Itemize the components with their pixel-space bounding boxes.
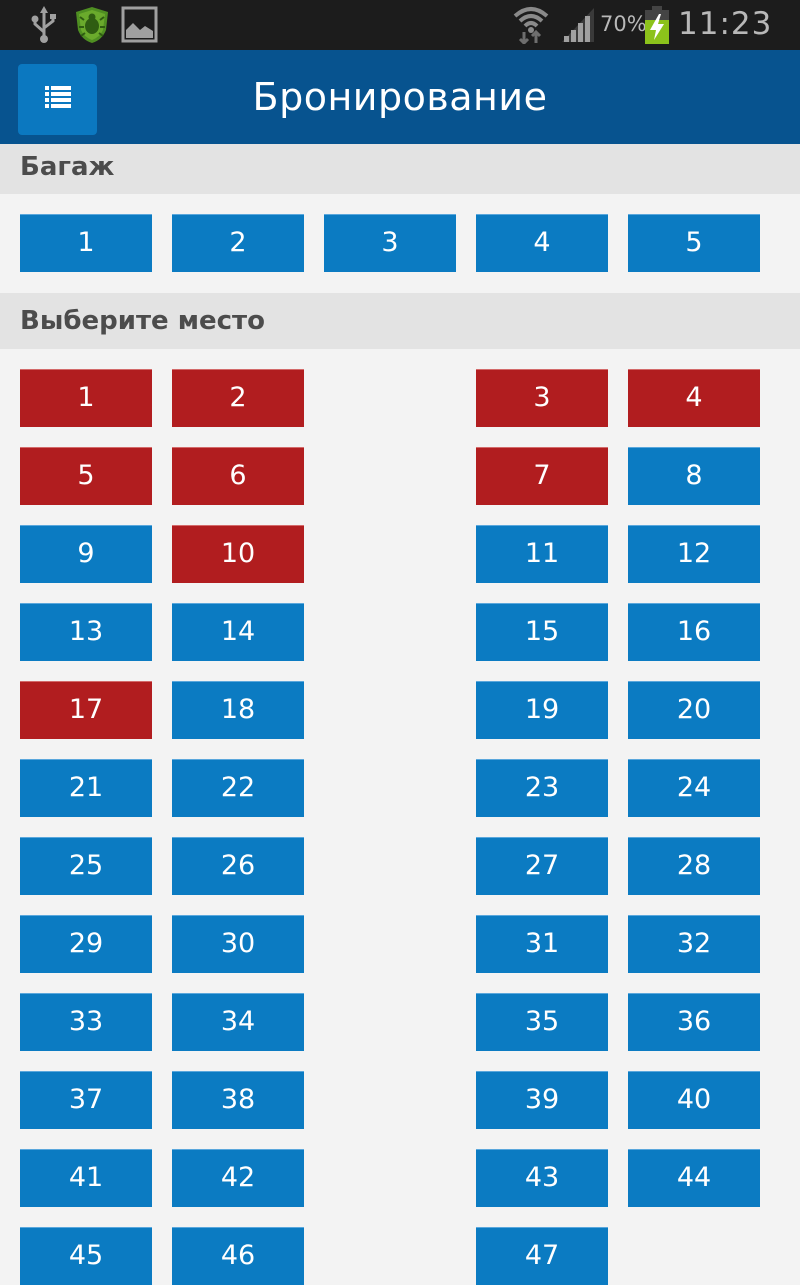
seat-19-available[interactable]: 19 [476,681,608,739]
antivirus-shield-icon [74,6,110,49]
seat-46-available[interactable]: 46 [172,1227,304,1285]
signal-icon [562,8,596,47]
seat-35-available[interactable]: 35 [476,993,608,1051]
seat-22-available[interactable]: 22 [172,759,304,817]
seat-section-title: Выберите место [20,306,265,336]
seat-1-occupied[interactable]: 1 [20,369,152,427]
baggage-option-5[interactable]: 5 [628,214,760,272]
seat-30-available[interactable]: 30 [172,915,304,973]
baggage-option-4[interactable]: 4 [476,214,608,272]
seat-40-available[interactable]: 40 [628,1071,760,1129]
seat-6-occupied[interactable]: 6 [172,447,304,505]
gallery-image-icon [121,6,159,49]
seat-41-available[interactable]: 41 [20,1149,152,1207]
seat-12-available[interactable]: 12 [628,525,760,583]
seat-20-available[interactable]: 20 [628,681,760,739]
seat-5-occupied[interactable]: 5 [20,447,152,505]
seat-47-available[interactable]: 47 [476,1227,608,1285]
seat-10-occupied[interactable]: 10 [172,525,304,583]
seat-13-available[interactable]: 13 [20,603,152,661]
seat-25-available[interactable]: 25 [20,837,152,895]
seat-section-header: Выберите место [0,293,800,349]
seat-17-occupied[interactable]: 17 [20,681,152,739]
seat-34-available[interactable]: 34 [172,993,304,1051]
seat-28-available[interactable]: 28 [628,837,760,895]
seat-32-available[interactable]: 32 [628,915,760,973]
app-bar: Бронирование [0,50,800,144]
seat-18-available[interactable]: 18 [172,681,304,739]
status-bar: 70% 11:23 [0,0,800,50]
seat-4-occupied[interactable]: 4 [628,369,760,427]
usb-icon [30,6,58,49]
seat-9-available[interactable]: 9 [20,525,152,583]
seat-2-occupied[interactable]: 2 [172,369,304,427]
baggage-option-1[interactable]: 1 [20,214,152,272]
baggage-option-3[interactable]: 3 [324,214,456,272]
seat-29-available[interactable]: 29 [20,915,152,973]
seat-8-available[interactable]: 8 [628,447,760,505]
seat-24-available[interactable]: 24 [628,759,760,817]
wifi-icon [512,4,550,49]
seat-44-available[interactable]: 44 [628,1149,760,1207]
seat-33-available[interactable]: 33 [20,993,152,1051]
list-menu-icon [44,85,71,114]
baggage-title: Багаж [20,152,115,182]
seat-23-available[interactable]: 23 [476,759,608,817]
seat-15-available[interactable]: 15 [476,603,608,661]
seat-26-available[interactable]: 26 [172,837,304,895]
seat-11-available[interactable]: 11 [476,525,608,583]
seat-14-available[interactable]: 14 [172,603,304,661]
seat-7-occupied[interactable]: 7 [476,447,608,505]
seat-42-available[interactable]: 42 [172,1149,304,1207]
seat-31-available[interactable]: 31 [476,915,608,973]
menu-button[interactable] [18,64,97,135]
clock: 11:23 [678,6,773,42]
seat-37-available[interactable]: 37 [20,1071,152,1129]
seat-43-available[interactable]: 43 [476,1149,608,1207]
seat-27-available[interactable]: 27 [476,837,608,895]
page-title: Бронирование [252,75,548,119]
seat-3-occupied[interactable]: 3 [476,369,608,427]
seat-45-available[interactable]: 45 [20,1227,152,1285]
baggage-section-header: Багаж [0,144,800,194]
seat-16-available[interactable]: 16 [628,603,760,661]
battery-charging-icon [644,6,670,49]
battery-percent: 70% [600,12,647,36]
seat-39-available[interactable]: 39 [476,1071,608,1129]
seat-21-available[interactable]: 21 [20,759,152,817]
seat-38-available[interactable]: 38 [172,1071,304,1129]
seat-36-available[interactable]: 36 [628,993,760,1051]
baggage-option-2[interactable]: 2 [172,214,304,272]
